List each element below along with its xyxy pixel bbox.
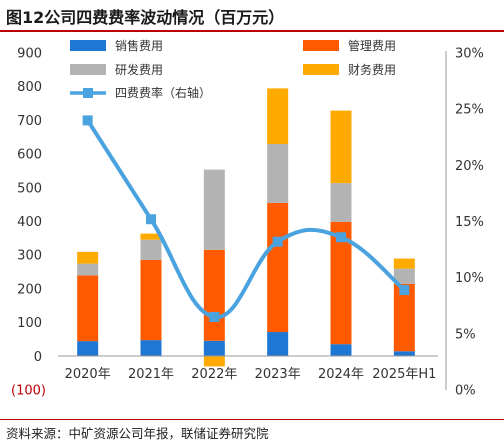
- x-tick-label: 2024年: [318, 367, 364, 382]
- source-rule: [0, 419, 504, 420]
- bar-segment-selling: [393, 351, 415, 357]
- rate-marker: [336, 232, 346, 243]
- bar-segment-management: [267, 202, 289, 333]
- y-left-tick-label: 400: [17, 215, 42, 230]
- chart-title: 图12公司四费费率波动情况（百万元）: [6, 8, 285, 27]
- y-left-tick-label: 900: [17, 47, 42, 62]
- bar-segment-management: [330, 221, 352, 345]
- x-tick-label: 2022年: [191, 367, 237, 382]
- bar-segment-selling: [267, 332, 289, 357]
- y-right-tick-label: 15%: [455, 215, 484, 230]
- bar-segment-selling: [330, 344, 352, 357]
- bar-segment-rd: [140, 239, 162, 260]
- legend-label: 四费费率（右轴）: [115, 85, 211, 100]
- legend-label: 销售费用: [115, 38, 163, 53]
- y-left-tick-label: 500: [17, 181, 42, 196]
- y-right-tick-label: 20%: [455, 159, 484, 174]
- y-right-tick-label: 5%: [455, 327, 476, 342]
- bar-segment-management: [203, 249, 225, 341]
- legend-label: 研发费用: [115, 62, 163, 77]
- bar-segment-finance: [203, 356, 225, 367]
- x-tick-label: 2020年: [65, 367, 111, 382]
- bar-segment-rd: [77, 263, 99, 276]
- bar-segment-selling: [203, 340, 225, 357]
- bar-segment-rd: [203, 169, 225, 250]
- y-left-tick-label: 0: [34, 350, 42, 365]
- bar-segment-management: [393, 283, 415, 352]
- bar-segment-finance: [393, 258, 415, 269]
- rate-marker: [209, 311, 220, 322]
- rate-marker: [146, 214, 156, 225]
- legend-swatch: [303, 64, 339, 75]
- bar-segment-management: [140, 259, 162, 341]
- x-tick-label: 2023年: [255, 367, 301, 382]
- bar-segment-rd: [393, 268, 415, 284]
- bar-segment-rd: [330, 183, 352, 222]
- bar-segment-selling: [77, 341, 99, 357]
- y-left-tick-label-negative: (100): [11, 384, 46, 399]
- rate-marker: [272, 236, 283, 247]
- bar-segment-finance: [330, 110, 352, 184]
- title-rule: [0, 30, 504, 32]
- rate-marker: [82, 115, 93, 126]
- legend-swatch: [70, 64, 106, 75]
- bar-segment-management: [77, 275, 99, 342]
- y-right-tick-label: 30%: [455, 47, 484, 62]
- source-note: 资料来源：中矿资源公司年报，联储证券研究院: [6, 426, 269, 441]
- y-left-tick-label: 300: [17, 249, 42, 264]
- legend-swatch: [70, 40, 106, 51]
- y-left-tick-label: 100: [17, 316, 42, 331]
- legend-line-marker: [83, 88, 93, 98]
- rate-line: [85, 119, 406, 319]
- rate-marker: [399, 285, 410, 296]
- x-tick-label: 2021年: [128, 367, 174, 382]
- bar-segment-finance: [140, 233, 162, 240]
- legend-label: 管理费用: [348, 38, 396, 53]
- legend-label: 财务费用: [348, 62, 396, 77]
- bar-segment-selling: [140, 340, 162, 357]
- x-tick-label: 2025年H1: [372, 367, 436, 382]
- y-left-tick-label: 700: [17, 114, 42, 129]
- y-left-tick-label: 200: [17, 282, 42, 297]
- y-left-tick-label: 800: [17, 80, 42, 95]
- y-left-tick-label: 600: [17, 148, 42, 163]
- y-right-tick-label: 25%: [455, 103, 484, 118]
- stacked-bar-line-chart: 0 100 200 300 400 500 600 700 800 900 (100) 0% 5% 10%…: [11, 38, 484, 399]
- bar-segment-finance: [267, 88, 289, 144]
- y-right-tick-label: 0%: [455, 384, 476, 399]
- bar-segment-rd: [267, 143, 289, 203]
- legend-swatch: [303, 40, 339, 51]
- bar-segment-finance: [77, 251, 99, 264]
- y-right-tick-label: 10%: [455, 271, 484, 286]
